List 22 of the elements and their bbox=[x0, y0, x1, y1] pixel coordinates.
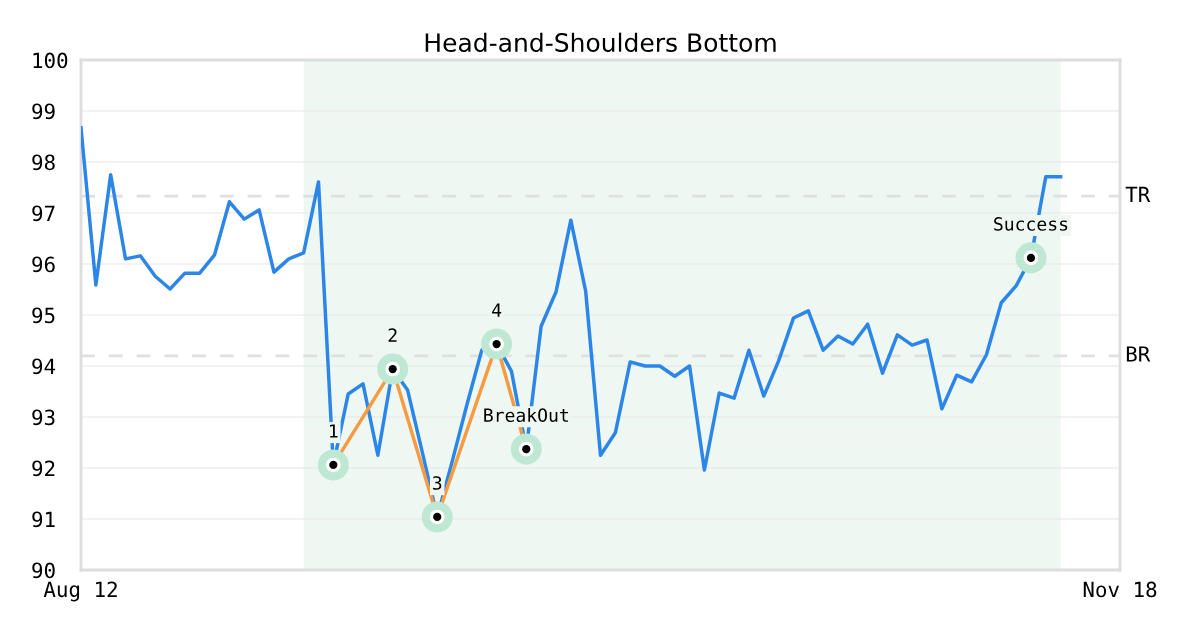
annotation: 2 bbox=[388, 328, 397, 342]
annotation: Success bbox=[994, 217, 1068, 231]
y-tick-label: 97 bbox=[32, 205, 55, 222]
y-tick-label: 96 bbox=[32, 256, 55, 273]
y-tick-label: 98 bbox=[32, 154, 55, 171]
ref-line-label: TR bbox=[1125, 186, 1151, 202]
annotation: 3 bbox=[433, 476, 442, 490]
y-tick-label: 92 bbox=[32, 460, 55, 477]
annotation: 4 bbox=[492, 303, 502, 317]
x-tick-label: Aug 12 bbox=[43, 581, 117, 602]
ref-line-label: BR bbox=[1126, 346, 1151, 362]
y-tick-label: 93 bbox=[32, 409, 55, 426]
y-tick-label: 94 bbox=[32, 358, 56, 375]
y-tick-label: 90 bbox=[32, 562, 55, 579]
x-tick-label: Nov 18 bbox=[1083, 581, 1157, 598]
y-tick-label: 100 bbox=[33, 52, 68, 69]
y-tick-label: 95 bbox=[32, 307, 55, 324]
y-tick-label: 91 bbox=[32, 511, 55, 528]
chart-title: Head-and-Shoulders Bottom bbox=[425, 32, 776, 53]
annotation: 1 bbox=[330, 424, 338, 438]
annotation: BreakOut bbox=[484, 408, 568, 423]
y-tick-label: 99 bbox=[32, 103, 55, 120]
